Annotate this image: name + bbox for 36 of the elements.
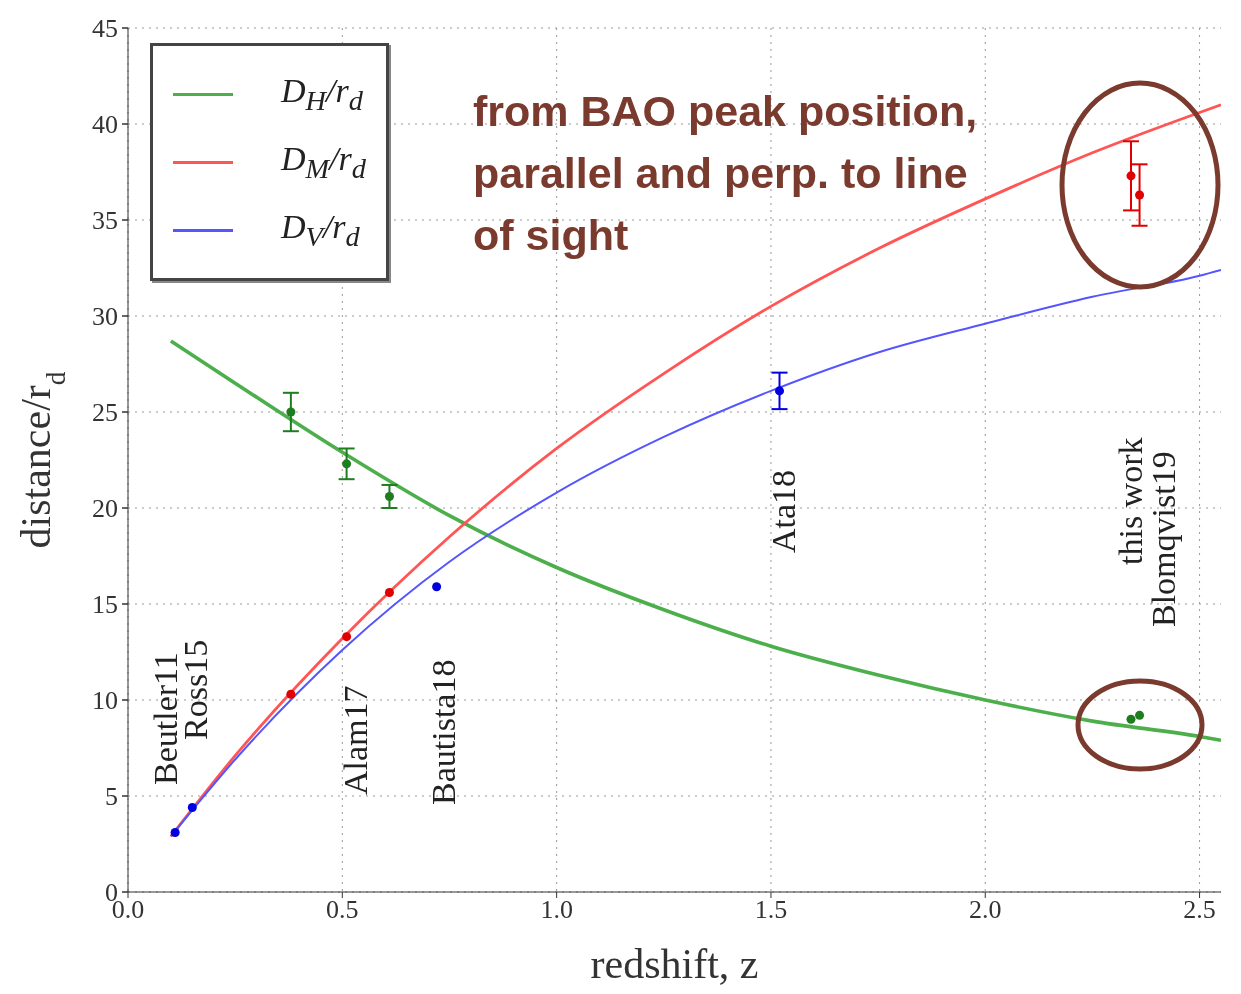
annotation: Ata18 (764, 469, 802, 553)
y-tick-label: 5 (105, 782, 118, 812)
annotation: from BAO peak position, parallel and perp. to line of sight (473, 86, 978, 261)
point (432, 582, 442, 592)
point (170, 827, 180, 837)
legend-label: D$_{M}$/r$_{d}$ (281, 139, 367, 185)
point (187, 803, 197, 813)
y-tick-label: 10 (92, 686, 118, 716)
annotation: Alam17 (336, 685, 374, 795)
x-tick-label: 1.5 (754, 895, 788, 925)
x-tick-label: 0.5 (326, 895, 359, 925)
point (384, 587, 394, 597)
x-tick-label: 2.0 (969, 895, 1002, 925)
point (384, 491, 394, 501)
x-tick-label: 2.5 (1183, 895, 1216, 925)
y-tick-label: 40 (92, 110, 118, 140)
point (1135, 710, 1145, 720)
point (775, 386, 785, 396)
point (1126, 714, 1136, 724)
point (1135, 190, 1145, 200)
point (342, 632, 352, 642)
point (1126, 171, 1136, 181)
legend-label: D$_{V}$/r$_{d}$ (281, 207, 360, 253)
point (342, 459, 352, 469)
x-axis-title: redshift, z (590, 941, 759, 987)
y-tick-label: 15 (92, 590, 118, 620)
annotation: Bautista18 (424, 659, 462, 805)
x-tick-label: 1.0 (540, 895, 573, 925)
y-tick-label: 25 (92, 398, 118, 428)
y-tick-label: 45 (92, 14, 118, 44)
point (286, 407, 296, 417)
y-tick-label: 35 (92, 206, 118, 236)
y-tick-label: 30 (92, 302, 118, 332)
y-tick-label: 20 (92, 494, 118, 524)
legend-label: D$_{H}$/r$_{d}$ (281, 71, 363, 117)
point (286, 689, 296, 699)
